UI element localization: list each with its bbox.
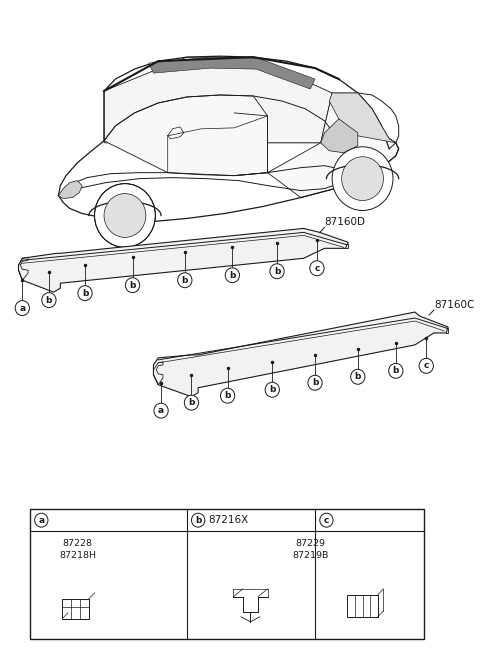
Circle shape [104,194,146,237]
Circle shape [225,268,240,283]
Text: 87229
87219B: 87229 87219B [292,539,328,560]
Circle shape [95,183,156,248]
Text: b: b [188,398,195,407]
Circle shape [342,157,384,200]
Text: b: b [312,379,318,387]
Circle shape [270,264,284,279]
Circle shape [184,395,199,410]
Circle shape [220,388,235,403]
Circle shape [310,261,324,276]
Text: a: a [38,515,44,525]
Text: 87216X: 87216X [209,515,249,525]
Text: b: b [393,366,399,375]
Circle shape [42,293,56,308]
Text: a: a [19,303,25,312]
Text: b: b [82,289,88,297]
Text: b: b [181,276,188,285]
Text: b: b [229,271,236,280]
Text: a: a [158,406,164,415]
Circle shape [265,383,279,397]
Circle shape [351,369,365,384]
Polygon shape [19,229,348,292]
Text: b: b [46,295,52,305]
Circle shape [332,147,393,210]
Circle shape [154,403,168,418]
Polygon shape [59,181,82,198]
Circle shape [419,358,433,373]
Text: c: c [423,362,429,370]
Circle shape [192,514,205,527]
Bar [30,509,424,639]
FancyBboxPatch shape [348,595,378,617]
Text: 87160C: 87160C [434,300,474,310]
Text: b: b [274,267,280,276]
Circle shape [125,278,140,293]
Polygon shape [329,93,396,143]
Circle shape [308,375,322,390]
Circle shape [178,272,192,288]
Text: b: b [269,385,276,394]
FancyBboxPatch shape [62,599,89,619]
Text: b: b [225,391,231,400]
Circle shape [320,514,333,527]
Text: b: b [195,515,201,525]
Text: c: c [314,264,320,272]
Polygon shape [111,99,323,143]
Polygon shape [149,57,315,89]
Text: b: b [355,372,361,381]
Text: b: b [130,281,136,290]
Circle shape [78,286,92,301]
Text: 87160D: 87160D [324,217,366,227]
Polygon shape [154,312,448,397]
Polygon shape [267,93,399,198]
Polygon shape [104,95,267,176]
Text: c: c [324,515,329,525]
Polygon shape [104,57,332,143]
Polygon shape [321,119,358,153]
Circle shape [389,364,403,379]
Circle shape [35,514,48,527]
Text: 87228
87218H: 87228 87218H [59,539,96,560]
Circle shape [15,301,29,316]
